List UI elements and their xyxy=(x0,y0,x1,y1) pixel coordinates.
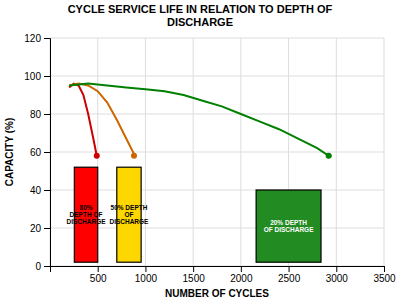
x-axis: 500 1000 1500 2000 2500 3000 3500 xyxy=(51,266,397,284)
tick: 2500 xyxy=(278,266,301,284)
tick-label: 120 xyxy=(24,33,41,44)
tick-label: 500 xyxy=(90,273,107,284)
series-group xyxy=(69,84,332,159)
grid-line-y xyxy=(50,190,384,191)
grid-line-y xyxy=(50,38,384,39)
grid xyxy=(50,38,384,266)
chart: CYCLE SERVICE LIFE IN RELATION TO DEPTH … xyxy=(0,0,400,302)
tick: 100 xyxy=(24,71,50,82)
tick-label: 0 xyxy=(35,261,41,272)
grid-line-y xyxy=(50,76,384,77)
tick-mark xyxy=(44,228,50,229)
tick-label: 1500 xyxy=(183,273,206,284)
annotation-label: 80%DEPTH OFDISCHARGE xyxy=(67,204,107,226)
end-marker xyxy=(326,153,332,159)
grid-line-y xyxy=(50,152,384,153)
tick-label: 2500 xyxy=(278,273,301,284)
tick-label: 40 xyxy=(30,185,42,196)
tick-mark xyxy=(336,266,337,272)
tick-mark xyxy=(44,152,50,153)
grid-line-y xyxy=(50,228,384,229)
tick-label: 20 xyxy=(30,223,42,234)
tick-label: 60 xyxy=(30,147,42,158)
tick: 0 xyxy=(35,261,50,272)
tick: 120 xyxy=(24,33,50,44)
tick: 500 xyxy=(90,266,107,284)
tick: 60 xyxy=(30,147,50,158)
grid-line-y xyxy=(50,114,384,115)
tick-mark xyxy=(44,38,50,39)
tick-label: 100 xyxy=(24,71,41,82)
tick: 1500 xyxy=(183,266,206,284)
annotation-box xyxy=(117,167,141,262)
tick: 20 xyxy=(30,223,50,234)
annotation-box xyxy=(256,190,321,262)
tick-mark xyxy=(289,266,290,272)
tick-label: 80 xyxy=(30,109,42,120)
tick-mark xyxy=(44,76,50,77)
axis-line xyxy=(51,267,385,273)
end-marker xyxy=(131,153,137,159)
plot: 500 1000 1500 2000 2500 3000 3500 0 20 40 60 80 100 1… xyxy=(24,33,396,284)
tick: 80 xyxy=(30,109,50,120)
chart-title: CYCLE SERVICE LIFE IN RELATION TO DEPTH … xyxy=(68,3,333,28)
tick-mark xyxy=(44,190,50,191)
x-axis-label: NUMBER OF CYCLES xyxy=(165,288,269,299)
annotation-label: 50% DEPTHOFDISCHARGE xyxy=(109,204,149,226)
tick-label: 3500 xyxy=(373,273,396,284)
tick: 40 xyxy=(30,185,50,196)
tick-mark xyxy=(44,114,50,115)
tick-mark xyxy=(384,266,385,272)
y-axis-label: CAPACITY (%) xyxy=(4,118,15,187)
tick-mark xyxy=(193,266,194,272)
end-marker xyxy=(94,153,100,159)
tick-mark xyxy=(98,266,99,272)
tick-mark xyxy=(145,266,146,272)
y-axis: 0 20 40 60 80 100 120 xyxy=(24,33,50,272)
annotation-label: 20% DEPTHOF DISCHARGE xyxy=(264,219,315,233)
annotations: 80%DEPTH OFDISCHARGE50% DEPTHOFDISCHARGE… xyxy=(67,167,322,262)
tick-label: 2000 xyxy=(230,273,253,284)
axis-line xyxy=(44,39,51,267)
tick-mark xyxy=(44,266,50,267)
series-line xyxy=(69,84,331,156)
tick: 1000 xyxy=(135,266,158,284)
tick-label: 3000 xyxy=(326,273,349,284)
tick: 3500 xyxy=(373,266,396,284)
tick-mark xyxy=(241,266,242,272)
series-line xyxy=(69,84,98,158)
series-line xyxy=(69,84,136,156)
tick-label: 1000 xyxy=(135,273,158,284)
tick: 2000 xyxy=(230,266,253,284)
tick: 3000 xyxy=(326,266,349,284)
